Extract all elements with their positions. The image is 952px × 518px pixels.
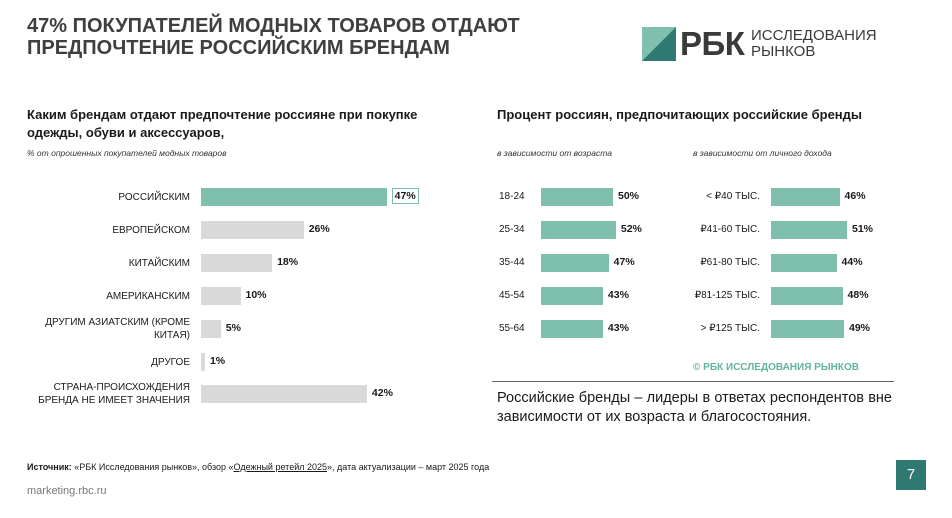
- title-line-1: 47% ПОКУПАТЕЛЕЙ МОДНЫХ ТОВАРОВ ОТДАЮТ: [27, 15, 520, 37]
- age-chart-note: в зависимости от возраста: [497, 148, 612, 158]
- pref-bar: [201, 320, 221, 338]
- pref-bar: [201, 353, 205, 371]
- age-category-label: 35-44: [499, 257, 525, 268]
- income-chart-note: в зависимости от личного дохода: [693, 148, 832, 158]
- income-bar: [771, 221, 847, 239]
- source-text-2: », дата актуализации – март 2025 года: [327, 462, 490, 472]
- footer-url[interactable]: marketing.rbc.ru: [27, 485, 107, 497]
- age-category-label: 55-64: [499, 323, 525, 334]
- pref-bar: [201, 188, 387, 206]
- copyright: © РБК ИССЛЕДОВАНИЯ РЫНКОВ: [693, 362, 859, 373]
- pref-value-label: 5%: [225, 322, 241, 334]
- income-category-label: > ₽125 ТЫС.: [700, 323, 760, 334]
- page-title: 47% ПОКУПАТЕЛЕЙ МОДНЫХ ТОВАРОВ ОТДАЮТ ПР…: [27, 15, 587, 59]
- age-bar: [541, 287, 603, 305]
- income-value-label: 44%: [841, 256, 863, 268]
- pref-value-label: 47%: [391, 188, 419, 204]
- income-category-label: ₽41-60 ТЫС.: [700, 224, 760, 235]
- source-text-1: «РБК Исследования рынков», обзор «: [71, 462, 234, 472]
- logo-sub-line-1: ИССЛЕДОВАНИЯ: [751, 27, 877, 44]
- pref-value-label: 1%: [209, 355, 226, 367]
- pref-category-label: СТРАНА-ПРОИСХОЖДЕНИЯ БРЕНДА НЕ ИМЕЕТ ЗНА…: [38, 382, 190, 406]
- age-category-label: 25-34: [499, 224, 525, 235]
- income-value-label: 51%: [851, 223, 873, 235]
- age-value-label: 43%: [607, 289, 629, 301]
- age-category-label: 45-54: [499, 290, 525, 301]
- page-number: 7: [896, 460, 926, 490]
- pref-category-label: ДРУГИМ АЗИАТСКИМ (КРОМЕ КИТАЯ): [45, 317, 190, 341]
- left-chart-title-line-2: одежды, обуви и аксессуаров,: [27, 125, 225, 140]
- income-bar: [771, 320, 844, 338]
- logo-main-text: РБК: [680, 25, 745, 62]
- pref-bar: [201, 385, 367, 403]
- rbk-logo: РБК ИССЛЕДОВАНИЯ РЫНКОВ: [642, 25, 882, 63]
- left-chart-title-line-1: Каким брендам отдают предпочтение россия…: [27, 107, 418, 122]
- source-note: Источник: «РБК Исследования рынков», обз…: [27, 462, 489, 472]
- pref-value-label: 26%: [308, 223, 330, 235]
- rbk-logo-mark-icon: [642, 27, 676, 61]
- age-bar: [541, 221, 616, 239]
- income-value-label: 46%: [844, 190, 866, 202]
- pref-category-label: РОССИЙСКИМ: [118, 191, 190, 203]
- income-category-label: ₽61-80 ТЫС.: [700, 257, 760, 268]
- income-category-label: ₽81-125 ТЫС.: [694, 290, 760, 301]
- age-value-label: 52%: [620, 223, 642, 235]
- pref-bar: [201, 287, 241, 305]
- pref-category-label: ЕВРОПЕЙСКОМ: [112, 224, 190, 236]
- age-bar: [541, 188, 613, 206]
- pref-bar: [201, 254, 273, 272]
- pref-bar: [201, 221, 304, 239]
- pref-category-label: КИТАЙСКИМ: [128, 257, 190, 269]
- age-value-label: 47%: [613, 256, 635, 268]
- age-category-label: 18-24: [499, 191, 525, 202]
- income-value-label: 48%: [847, 289, 869, 301]
- left-chart-title: Каким брендам отдают предпочтение россия…: [27, 106, 487, 142]
- income-category-label: < ₽40 ТЫС.: [706, 191, 760, 202]
- age-value-label: 43%: [607, 322, 629, 334]
- pref-value-label: 18%: [277, 256, 299, 268]
- age-value-label: 50%: [618, 190, 640, 202]
- pref-category-label: АМЕРИКАНСКИМ: [106, 290, 190, 302]
- pref-value-label: 42%: [371, 387, 393, 399]
- age-bar: [541, 254, 609, 272]
- source-label: Источник:: [27, 462, 72, 472]
- age-bar: [541, 320, 603, 338]
- pref-category-label: ДРУГОЕ: [151, 356, 190, 368]
- income-bar: [771, 188, 840, 206]
- pref-value-label: 10%: [245, 289, 267, 301]
- income-bar: [771, 287, 843, 305]
- income-bar: [771, 254, 837, 272]
- income-value-label: 49%: [849, 322, 871, 334]
- title-line-2: ПРЕДПОЧТЕНИЕ РОССИЙСКИМ БРЕНДАМ: [27, 37, 450, 59]
- left-chart-note: % от опрошенных покупателей модных товар…: [27, 148, 227, 158]
- logo-sub-line-2: РЫНКОВ: [751, 43, 816, 60]
- right-chart-title: Процент россиян, предпочитающих российск…: [497, 107, 863, 122]
- logo-sub-text: ИССЛЕДОВАНИЯ РЫНКОВ: [751, 28, 877, 60]
- summary-text: Российские бренды – лидеры в ответах рес…: [497, 390, 892, 425]
- source-link[interactable]: Одежный ретейл 2025: [233, 462, 328, 472]
- divider: [492, 381, 894, 382]
